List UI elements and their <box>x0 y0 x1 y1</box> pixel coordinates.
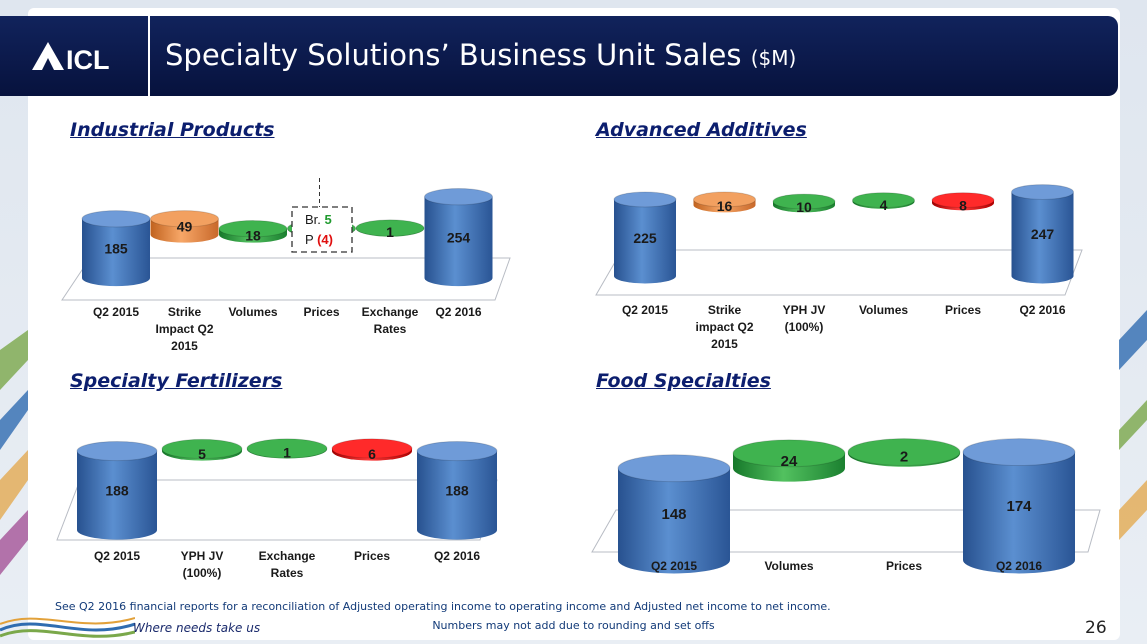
panel-title-fertilizers: Specialty Fertilizers <box>70 370 283 392</box>
annotation-line-2: P (4) <box>305 232 333 247</box>
footnote-reconciliation: See Q2 2016 financial reports for a reco… <box>55 600 831 613</box>
panel-title-food: Food Specialties <box>596 370 771 392</box>
header-bar: ICL Specialty Solutions’ Business Unit S… <box>0 16 1118 96</box>
bar-2 <box>218 220 288 243</box>
data-label: 148 <box>661 506 686 523</box>
title-unit: ($M) <box>750 46 797 70</box>
category-label: (100%) <box>785 320 824 334</box>
bar-3 <box>962 438 1076 574</box>
decorative-swoosh-right <box>1119 310 1147 540</box>
data-label: 1 <box>283 445 291 461</box>
category-label: impact Q2 <box>695 320 753 334</box>
footnote-rounding: Numbers may not add due to rounding and … <box>432 619 715 632</box>
bar-1 <box>161 438 243 461</box>
category-label: Strike <box>168 305 202 319</box>
data-label: 49 <box>177 219 193 235</box>
bar-0 <box>76 440 158 540</box>
category-label: Strike <box>708 303 742 317</box>
decorative-swoosh-bottom <box>0 617 135 638</box>
chart-floor <box>61 257 511 301</box>
page-title-text: Specialty Solutions’ Business Unit Sales <box>165 38 742 72</box>
category-label: Impact Q2 <box>155 322 213 336</box>
category-label: Prices <box>354 549 390 563</box>
category-label: Q2 2016 <box>435 305 481 319</box>
data-label: 8 <box>959 198 967 214</box>
page-title: Specialty Solutions’ Business Unit Sales… <box>165 38 796 72</box>
category-label: Volumes <box>859 303 908 317</box>
category-label: Q2 2016 <box>996 559 1042 573</box>
category-label: 2015 <box>711 337 738 351</box>
page-number: 26 <box>1085 618 1107 638</box>
panel-title-additives: Advanced Additives <box>596 119 807 141</box>
category-label: Q2 2015 <box>622 303 668 317</box>
data-label: 4 <box>880 197 888 213</box>
category-label: Prices <box>945 303 981 317</box>
bar-1 <box>732 439 846 482</box>
bar-0 <box>81 210 151 287</box>
bar-2 <box>246 438 328 459</box>
category-label: Prices <box>303 305 339 319</box>
data-label: 1 <box>386 224 394 240</box>
category-label: Q2 2015 <box>93 305 139 319</box>
bar-4 <box>416 440 498 540</box>
bar-5 <box>1011 184 1074 284</box>
header-divider <box>148 16 150 96</box>
data-label: 247 <box>1031 226 1055 242</box>
data-label: 24 <box>781 453 798 470</box>
bar-2 <box>772 193 836 213</box>
category-label: (100%) <box>183 566 222 580</box>
category-label: Q2 2015 <box>94 549 140 563</box>
panel-title-industrial: Industrial Products <box>70 119 275 141</box>
category-label: Q2 2016 <box>434 549 480 563</box>
bar-0 <box>613 191 677 284</box>
bar-4 <box>355 219 425 237</box>
chart-floor <box>591 509 1101 553</box>
category-label: Q2 2015 <box>651 559 697 573</box>
category-label: 2015 <box>171 339 198 353</box>
data-label: 188 <box>445 483 469 499</box>
data-label: 225 <box>633 230 657 246</box>
bar-1 <box>150 210 219 243</box>
category-label: Rates <box>271 566 304 580</box>
annotation-box: Br. 5 P (4) <box>291 178 353 253</box>
chart-floor <box>595 249 1083 296</box>
data-label: 185 <box>104 240 128 256</box>
data-label: 10 <box>796 199 812 215</box>
tagline: Where needs take us <box>133 621 261 635</box>
category-label: Prices <box>886 559 922 573</box>
data-label: 188 <box>105 483 129 499</box>
data-label: 16 <box>717 198 733 214</box>
data-label: 254 <box>447 229 471 245</box>
category-label: YPH JV <box>783 303 826 317</box>
decorative-swoosh-left <box>0 330 28 575</box>
bar-3 <box>852 192 915 209</box>
category-label: Exchange <box>362 305 419 319</box>
bar-2 <box>847 438 961 467</box>
data-label: 5 <box>198 446 206 462</box>
category-label: Exchange <box>259 549 316 563</box>
logo-text: ICL <box>66 45 110 75</box>
category-label: Rates <box>374 322 407 336</box>
icl-logo-icon: ICL <box>32 42 110 75</box>
category-label: YPH JV <box>181 549 224 563</box>
bar-1 <box>693 191 756 213</box>
category-label: Volumes <box>228 305 277 319</box>
category-label: Volumes <box>764 559 813 573</box>
annotation-line-1: Br. 5 <box>305 212 332 227</box>
bar-5 <box>424 188 493 287</box>
bar-4 <box>931 192 995 211</box>
data-label: 18 <box>245 228 261 244</box>
bar-3 <box>331 438 413 461</box>
data-label: 174 <box>1006 498 1032 515</box>
bar-0 <box>617 454 731 574</box>
data-label: 6 <box>368 446 376 462</box>
data-label: 2 <box>900 449 908 466</box>
slide-background <box>28 8 1120 640</box>
category-label: Q2 2016 <box>1019 303 1065 317</box>
